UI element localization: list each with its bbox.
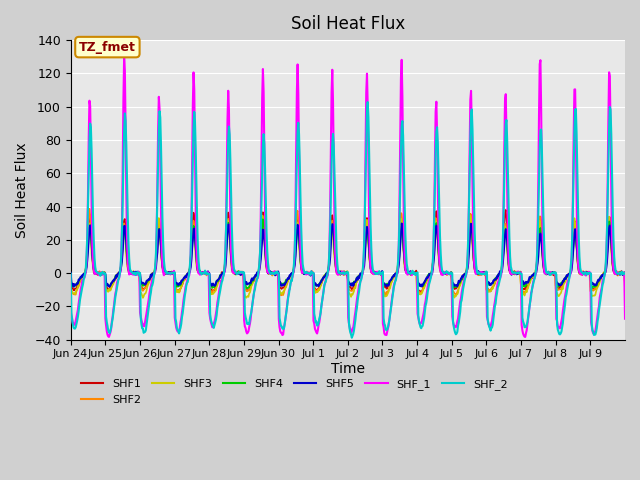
Text: TZ_fmet: TZ_fmet [79,41,136,54]
Legend: SHF1, SHF2, SHF3, SHF4, SHF5, SHF_1, SHF_2: SHF1, SHF2, SHF3, SHF4, SHF5, SHF_1, SHF… [76,375,512,409]
X-axis label: Time: Time [331,362,365,376]
Title: Soil Heat Flux: Soil Heat Flux [291,15,405,33]
Y-axis label: Soil Heat Flux: Soil Heat Flux [15,142,29,238]
